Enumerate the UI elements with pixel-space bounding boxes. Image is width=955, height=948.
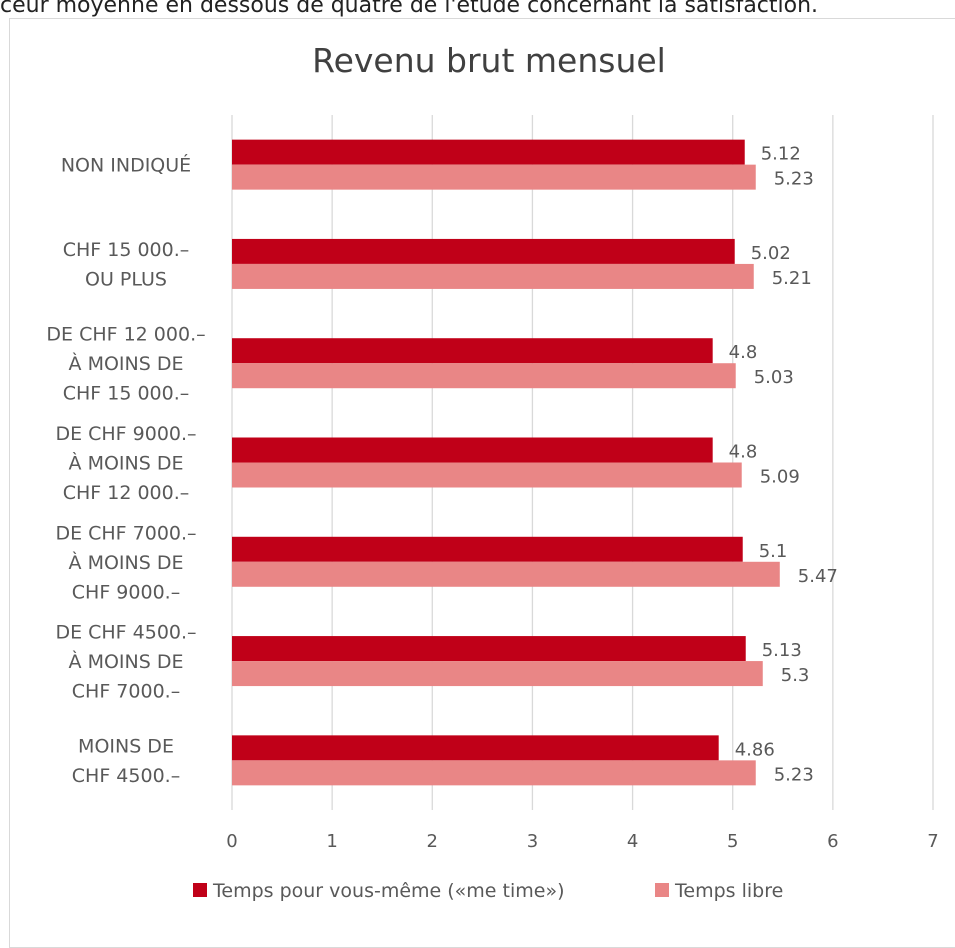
category-label: CHF 15 000.– OU PLUS — [63, 239, 190, 291]
category-label-line: À MOINS DE — [69, 352, 184, 375]
bar — [232, 561, 780, 587]
bar — [232, 238, 735, 264]
category-label-line: CHF 12 000.– — [63, 482, 190, 504]
category-label-line: DE CHF 12 000.– — [46, 324, 205, 346]
bar — [232, 636, 746, 662]
data-labels: 5.125.235.025.214.85.034.85.095.15.475.1… — [729, 144, 838, 786]
bar — [232, 363, 736, 389]
category-label: MOINS DE CHF 4500.– — [72, 736, 180, 788]
category-label: DE CHF 4500.– À MOINS DE CHF 7000.– — [55, 622, 196, 703]
legend-swatch — [193, 883, 207, 897]
data-label: 4.8 — [729, 342, 758, 363]
bar — [232, 139, 745, 165]
category-label: DE CHF 7000.– À MOINS DE CHF 9000.– — [55, 522, 196, 603]
category-label-line: DE CHF 7000.– — [55, 522, 196, 544]
bar — [232, 164, 756, 190]
data-label: 5.1 — [759, 541, 788, 562]
legend-label: Temps pour vous-même («me time») — [212, 880, 565, 902]
category-label-line: À MOINS DE — [69, 551, 184, 574]
bar — [232, 661, 763, 687]
category-labels: NON INDIQUÉ CHF 15 000.– OU PLUS DE CHF 12 … — [46, 154, 205, 787]
data-label: 5.21 — [772, 268, 812, 289]
data-label: 5.3 — [781, 665, 810, 686]
category-label-line: À MOINS DE — [69, 650, 184, 673]
category-label: DE CHF 12 000.– À MOINS DE CHF 15 000.– — [46, 324, 205, 405]
bar — [232, 735, 719, 761]
bars — [232, 139, 780, 786]
category-label: DE CHF 9000.– À MOINS DE CHF 12 000.– — [55, 423, 196, 504]
category-label-line: MOINS DE — [78, 736, 174, 758]
x-tick-label: 4 — [627, 831, 638, 852]
data-label: 5.12 — [761, 144, 801, 165]
data-label: 5.09 — [760, 467, 800, 488]
x-tick-label: 6 — [827, 831, 838, 852]
data-label: 5.13 — [762, 640, 802, 661]
x-tick-label: 5 — [727, 831, 738, 852]
legend-swatch — [655, 883, 669, 897]
data-label: 5.23 — [774, 169, 814, 190]
legend: Temps pour vous-même («me time») Temps li… — [193, 880, 783, 902]
category-label-line: DE CHF 9000.– — [55, 423, 196, 445]
bar — [232, 462, 742, 488]
bar — [232, 760, 756, 786]
x-tick-label: 7 — [927, 831, 938, 852]
chart-title: Revenu brut mensuel — [312, 41, 666, 80]
category-label-line: CHF 4500.– — [72, 765, 180, 787]
data-label: 5.02 — [751, 243, 791, 264]
top-caption-text: ceur moyenne en dessous de quatre de l'é… — [0, 0, 819, 18]
data-label: 5.03 — [754, 367, 794, 388]
x-tick-label: 3 — [527, 831, 538, 852]
x-tick-labels: 0 1 2 3 4 5 6 7 — [226, 831, 938, 852]
bar — [232, 263, 754, 289]
category-label-line: DE CHF 4500.– — [55, 622, 196, 644]
legend-label: Temps libre — [674, 880, 783, 902]
category-label-line: OU PLUS — [85, 269, 167, 291]
category-label-line: CHF 9000.– — [72, 581, 180, 603]
bar — [232, 536, 743, 562]
x-tick-label: 2 — [427, 831, 438, 852]
data-label: 4.8 — [729, 442, 758, 463]
category-label-line: À MOINS DE — [69, 452, 184, 475]
data-label: 5.23 — [774, 764, 814, 785]
category-label-line: CHF 15 000.– — [63, 239, 190, 261]
category-label-line: NON INDIQUÉ — [61, 154, 191, 177]
bar-chart: Revenu brut mensuel 5.125.235.025.214.85… — [46, 41, 938, 902]
x-tick-label: 1 — [326, 831, 337, 852]
x-tick-label: 0 — [226, 831, 237, 852]
category-label-line: CHF 15 000.– — [63, 383, 190, 405]
bar — [232, 338, 713, 364]
data-label: 5.47 — [798, 566, 838, 587]
data-label: 4.86 — [735, 739, 775, 760]
category-label: NON INDIQUÉ — [61, 154, 191, 177]
category-label-line: CHF 7000.– — [72, 681, 180, 703]
bar — [232, 437, 713, 463]
